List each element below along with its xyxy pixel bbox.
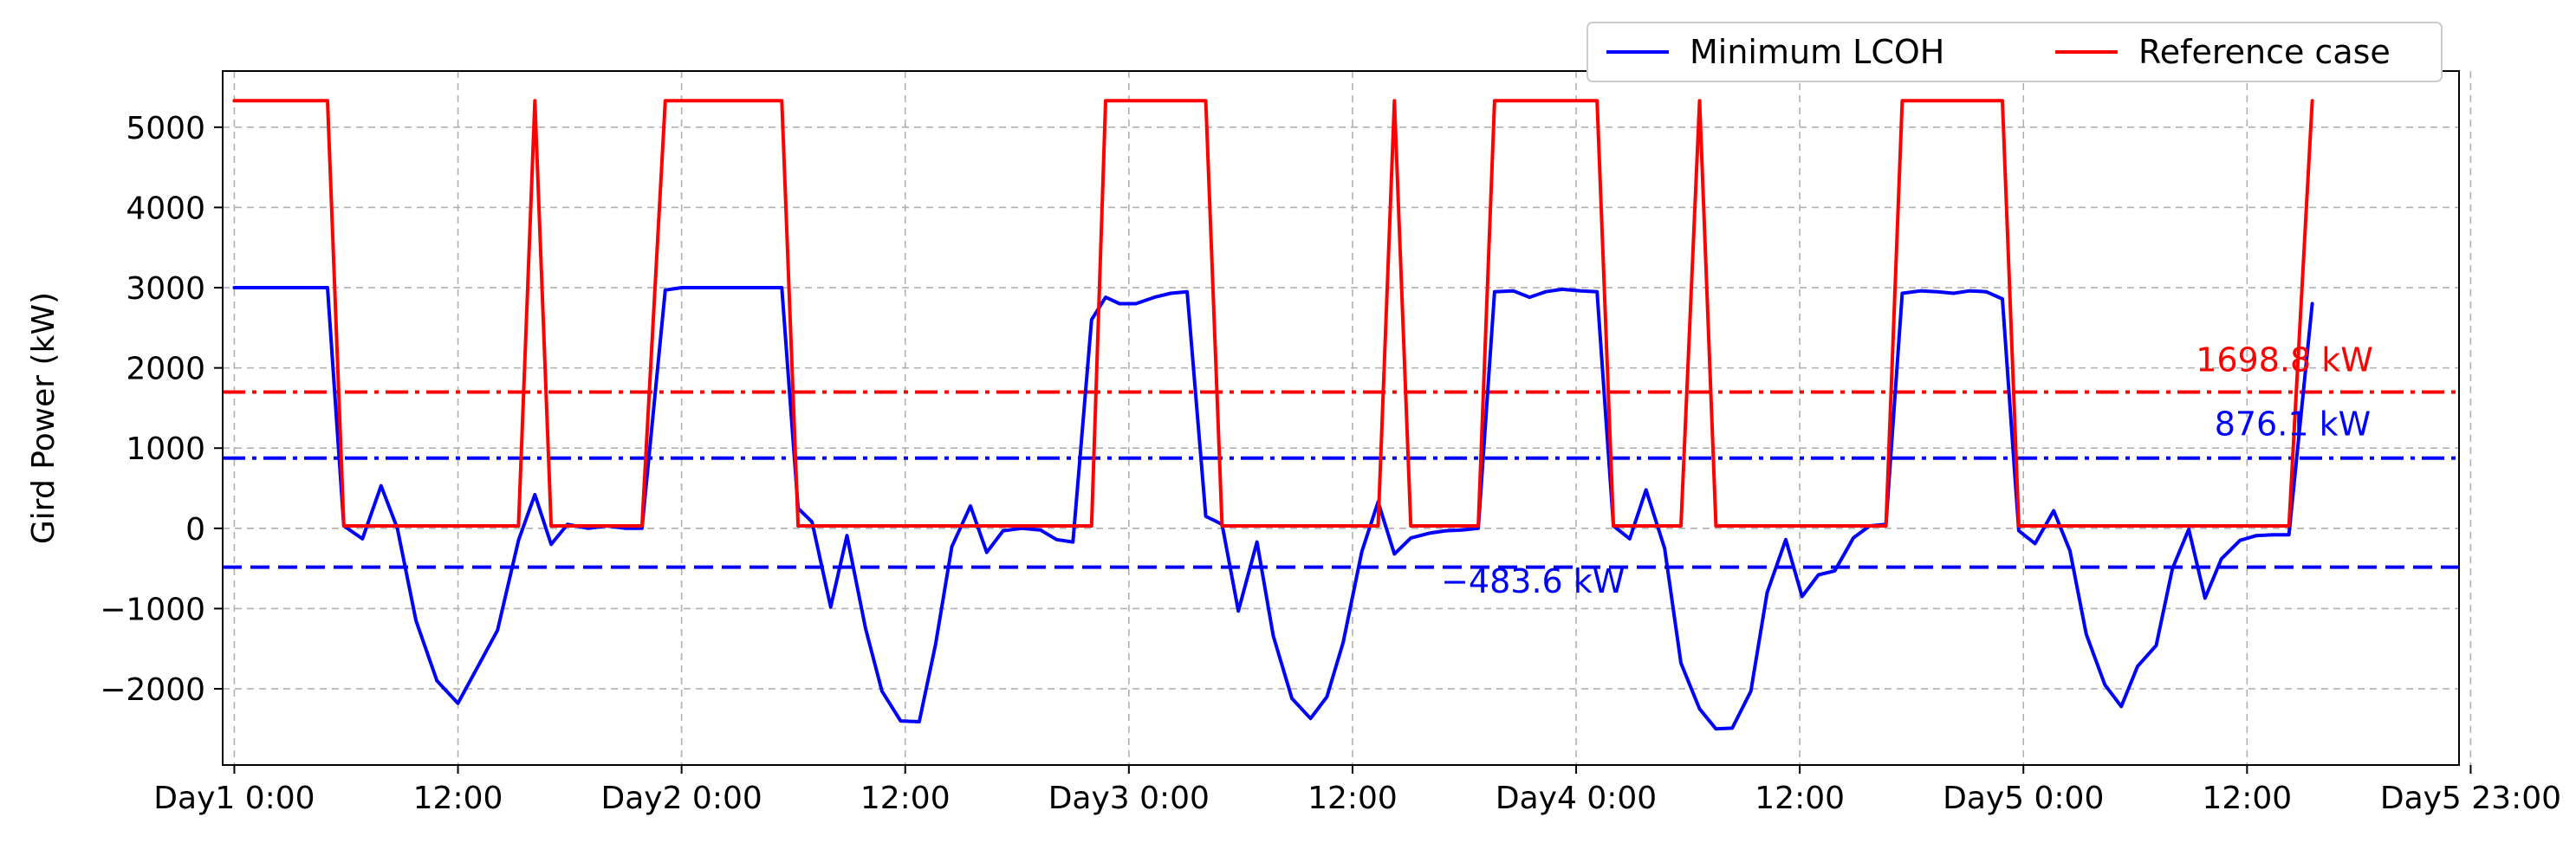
y-tick-label: 3000 bbox=[126, 271, 205, 307]
x-tick-label: Day5 0:00 bbox=[1943, 781, 2104, 816]
y-tick-label: −2000 bbox=[100, 672, 205, 708]
y-tick-label: 2000 bbox=[126, 352, 205, 387]
legend: Minimum LCOH Reference case bbox=[1586, 22, 2443, 82]
x-tick-label: 12:00 bbox=[413, 781, 503, 816]
x-tick-label: Day2 0:00 bbox=[601, 781, 762, 816]
legend-label: Minimum LCOH bbox=[1690, 33, 1944, 71]
reference-line-label: 1698.8 kW bbox=[2196, 340, 2373, 379]
series-line bbox=[232, 99, 2314, 528]
y-tick-label: 4000 bbox=[126, 191, 205, 226]
x-tick-label: 12:00 bbox=[1755, 781, 1845, 816]
x-tick-label: 12:00 bbox=[860, 781, 951, 816]
x-tick-label: Day1 0:00 bbox=[153, 781, 315, 816]
reference-line-label: −483.6 kW bbox=[1441, 562, 1625, 600]
x-tick-label: 12:00 bbox=[1307, 781, 1398, 816]
x-tick-label: Day5 23:00 bbox=[2380, 781, 2561, 816]
grid bbox=[223, 71, 2472, 765]
reference-line-label: 876.1 kW bbox=[2215, 405, 2371, 443]
x-tick-label: Day3 0:00 bbox=[1048, 781, 1210, 816]
axes: Day1 0:00 12:00 Day2 0:00 12:00 Day3 0:00 12:… bbox=[100, 111, 2561, 816]
legend-box bbox=[1586, 22, 2443, 82]
y-tick-label: 0 bbox=[185, 512, 205, 548]
plot-frame bbox=[222, 70, 2460, 766]
reference-labels: 1698.8 kW 876.1 kW −483.6 kW bbox=[1441, 340, 2373, 600]
x-tick-label: Day4 0:00 bbox=[1496, 781, 1657, 816]
y-axis-title: Gird Power (kW) bbox=[26, 292, 62, 544]
y-tick-label: 1000 bbox=[126, 431, 205, 467]
series bbox=[232, 99, 2314, 731]
y-tick-label: 5000 bbox=[126, 111, 205, 146]
y-tick-label: −1000 bbox=[100, 592, 205, 627]
legend-label: Reference case bbox=[2138, 33, 2391, 71]
x-tick-label: 12:00 bbox=[2202, 781, 2292, 816]
reference-lines bbox=[223, 390, 2459, 569]
